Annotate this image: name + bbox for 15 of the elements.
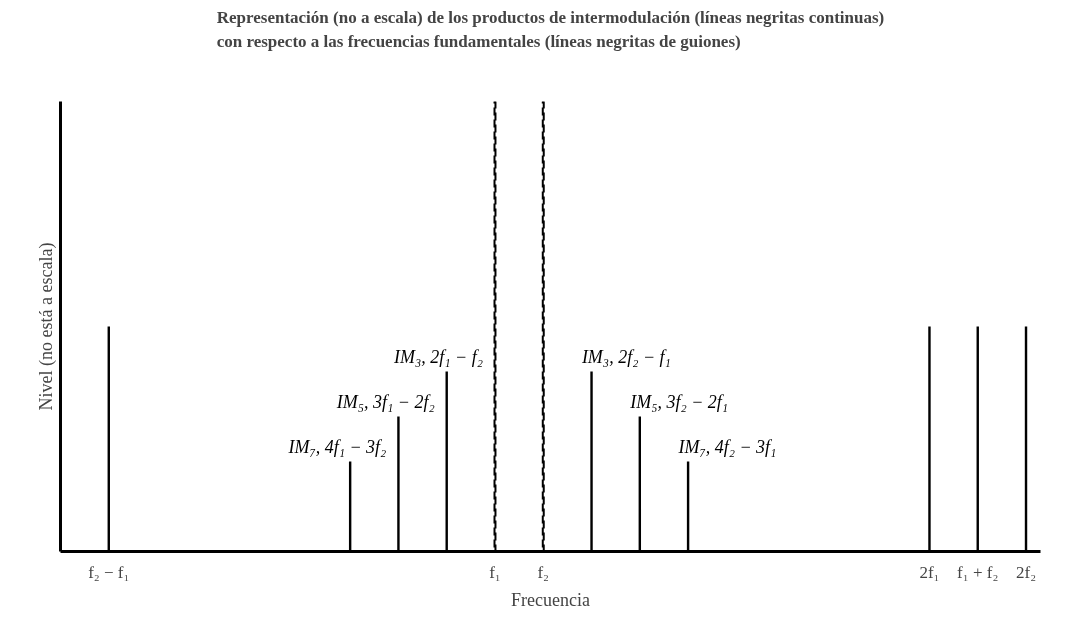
annotation: IM₇, 4f₂ − 3f₁ [677,437,777,457]
annotation: IM₅, 3f₁ − 2f₂ [335,392,435,412]
chart-title: Representación (no a escala) de los productos de intermodulación (líneas negritas continuas) con respecto a las frecuencias fundamentales (líneas negritas de guiones) [216,7,885,52]
annotation: IM₃, 2f₂ − f₁ [580,347,671,367]
x-tick-label: f₁ [489,562,501,582]
x-tick-label: f₁ + f₂ [957,562,999,582]
x-tick-label: f₂ [537,562,550,582]
annotation: IM₇, 4f₁ − 3f₂ [287,437,387,457]
x-tick-label: 2f₁ [919,562,940,582]
y-axis-title: Nivel (no está a escala) [35,242,57,411]
annotation: IM₅, 3f₂ − 2f₁ [629,392,729,412]
x-axis-title: Frecuencia [511,589,590,610]
annotation: IM₃, 2f₁ − f₂ [393,347,483,367]
x-tick-label: 2f₂ [1015,562,1037,582]
x-tick-label: f₂ − f₁ [88,562,130,582]
